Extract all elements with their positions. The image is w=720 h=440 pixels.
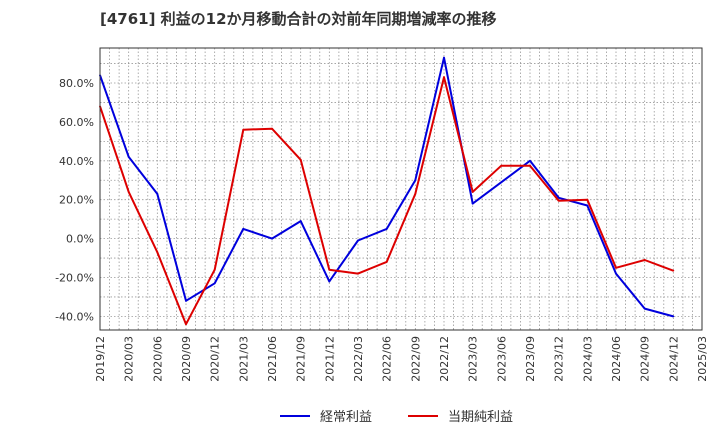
x-tick-label: 2024/09 [639, 336, 652, 382]
x-tick-label: 2024/12 [667, 336, 680, 382]
legend-label-1: 経常利益 [320, 410, 372, 425]
series-point-2 [385, 261, 388, 263]
series-point-1 [127, 156, 130, 158]
series-point-1 [213, 282, 216, 285]
series-point-1 [242, 227, 245, 230]
x-tick-label: 2023/06 [495, 336, 508, 382]
x-tick-label: 2022/12 [438, 336, 451, 382]
y-tick-label: 80.0% [59, 77, 94, 90]
series-point-2 [643, 259, 646, 261]
legend-label-2: 当期純利益 [448, 410, 513, 425]
series-point-1 [529, 159, 531, 162]
x-tick-label: 2023/12 [553, 336, 566, 382]
series-point-1 [586, 204, 589, 207]
series-point-1 [299, 220, 302, 222]
x-tick-label: 2021/12 [323, 336, 336, 382]
series-point-1 [471, 202, 474, 205]
y-axis: -40.0% -20.0% 0.0% 20.0% 40.0% 60.0% 80.0% [55, 77, 94, 323]
series-point-2 [615, 266, 617, 269]
series-point-1 [557, 196, 560, 199]
x-tick-label: 2019/12 [94, 336, 107, 382]
series-point-2 [529, 164, 531, 167]
plot-area [100, 48, 702, 330]
series-point-2 [500, 164, 503, 167]
x-tick-label: 2022/03 [352, 336, 365, 382]
series-point-2 [443, 76, 445, 79]
plot-frame [99, 47, 703, 331]
series-point-1 [414, 179, 417, 182]
series-point-2 [271, 127, 273, 130]
series-point-1 [357, 239, 359, 242]
series-point-2 [414, 192, 417, 195]
x-tick-label: 2021/03 [237, 336, 250, 382]
y-tick-label: -40.0% [55, 310, 94, 323]
chart-title: [4761] 利益の12か月移動合計の対前年同期増減率の推移 [100, 10, 497, 28]
series-point-2 [185, 323, 187, 326]
series-point-2 [156, 251, 159, 254]
series-point-2 [328, 268, 331, 271]
series-point-2 [213, 268, 216, 271]
x-tick-label: 2025/03 [696, 336, 709, 382]
series-point-2 [471, 191, 474, 193]
x-tick-label: 2020/12 [209, 336, 222, 382]
series-line-1 [99, 56, 674, 318]
y-tick-label: 20.0% [59, 194, 94, 207]
y-tick-label: 0.0% [66, 233, 94, 246]
grid-lines [100, 48, 702, 330]
x-axis: 2019/12 2020/03 2020/06 2020/09 2020/12 2021/… [94, 336, 709, 382]
series-point-1 [328, 280, 331, 283]
series-point-2 [586, 198, 589, 201]
series-point-2 [557, 199, 560, 202]
series-point-2 [357, 272, 359, 275]
series-point-1 [271, 237, 273, 240]
series-point-1 [615, 272, 617, 275]
x-tick-label: 2022/06 [381, 336, 394, 382]
series-point-1 [185, 299, 187, 302]
series-point-2 [242, 128, 245, 131]
legend: 経常利益 当期純利益 [280, 410, 513, 425]
series-point-1 [385, 227, 388, 230]
x-tick-label: 2021/09 [295, 336, 308, 382]
series-lines [99, 56, 675, 326]
y-tick-label: 40.0% [59, 155, 94, 168]
x-tick-label: 2020/09 [180, 336, 193, 382]
series-point-2 [127, 191, 130, 193]
y-tick-label: -20.0% [55, 271, 94, 284]
x-tick-label: 2023/09 [524, 336, 537, 382]
series-point-1 [156, 192, 159, 195]
series-point-1 [443, 56, 445, 59]
series-point-1 [643, 307, 646, 310]
x-tick-label: 2020/03 [123, 336, 136, 382]
series-point-1 [672, 315, 675, 318]
series-point-2 [299, 158, 302, 161]
x-tick-label: 2022/09 [409, 336, 422, 382]
x-tick-label: 2021/06 [266, 336, 279, 382]
y-tick-label: 60.0% [59, 116, 94, 129]
x-tick-label: 2020/06 [151, 336, 164, 382]
x-tick-label: 2023/03 [467, 336, 480, 382]
series-point-2 [672, 269, 675, 272]
x-tick-label: 2024/06 [610, 336, 623, 382]
x-tick-label: 2024/03 [581, 336, 594, 382]
